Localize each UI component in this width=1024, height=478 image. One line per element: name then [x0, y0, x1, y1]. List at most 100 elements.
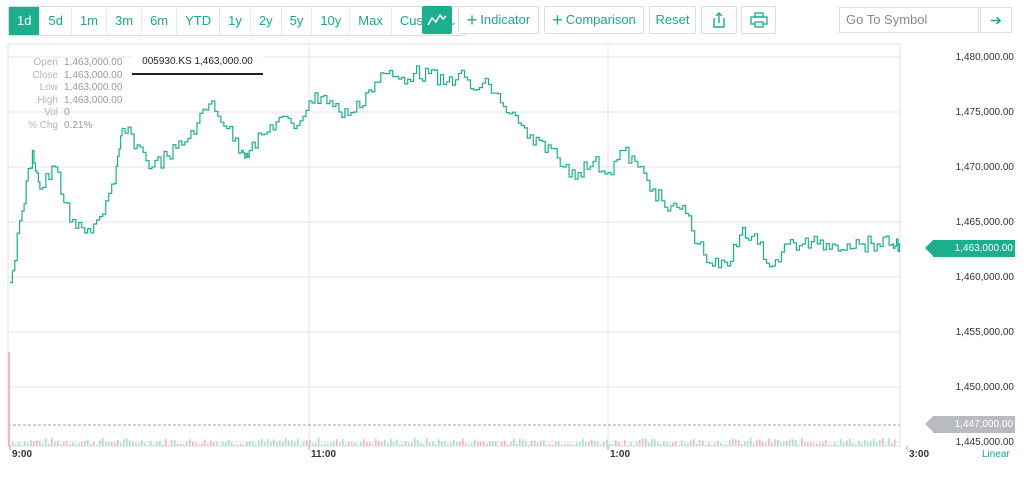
volume-bar [621, 444, 623, 446]
volume-bar [186, 441, 188, 446]
volume-bar [297, 438, 299, 446]
volume-bar [96, 444, 98, 446]
volume-bar [465, 443, 467, 446]
volume-bar [582, 438, 584, 446]
scale-toggle[interactable]: Linear [982, 449, 1010, 460]
range-2y-button[interactable]: 2y [251, 7, 282, 35]
volume-bar [645, 438, 647, 446]
volume-bar [588, 441, 590, 446]
volume-bar [495, 441, 497, 446]
volume-bar [342, 438, 344, 446]
volume-bar [144, 443, 146, 446]
volume-bar [678, 444, 680, 446]
volume-bar [396, 439, 398, 446]
volume-bar [372, 444, 374, 446]
volume-bar [111, 441, 113, 446]
volume-bar [246, 441, 248, 446]
volume-bar [729, 440, 731, 446]
print-button[interactable] [741, 6, 776, 34]
volume-bar [450, 442, 452, 446]
range-5y-button[interactable]: 5y [282, 7, 313, 35]
volume-bar [738, 440, 740, 446]
volume-bar [330, 442, 332, 446]
volume-bar [735, 438, 737, 446]
symbol-search-input[interactable]: Go To Symbol [839, 7, 979, 33]
volume-bar [204, 439, 206, 446]
volume-bar [555, 441, 557, 446]
volume-bar [282, 441, 284, 446]
volume-bar [531, 440, 533, 446]
change-label: % Chg [27, 119, 58, 131]
x-axis: 9:00 11:00 1:00 3:00 [9, 446, 929, 460]
volume-bar [627, 444, 629, 446]
volume-bar [375, 439, 377, 446]
range-5d-button[interactable]: 5d [40, 7, 72, 35]
volume-bar [42, 443, 44, 446]
volume-bar [12, 441, 14, 446]
volume-bar [852, 443, 854, 446]
volume-bar [324, 443, 326, 446]
volume-bar [309, 440, 311, 446]
volume-bar [420, 443, 422, 446]
reset-button[interactable]: Reset [649, 6, 696, 34]
indicator-button[interactable]: + Indicator [458, 6, 539, 34]
volume-bar [327, 443, 329, 446]
volume-bar [258, 440, 260, 446]
volume-bar [429, 442, 431, 446]
low-value: 1,463,000.00 [64, 82, 123, 94]
volume-bar [489, 441, 491, 446]
close-value: 1,463,000.00 [64, 69, 123, 81]
volume-bar [210, 440, 212, 446]
volume-bar [270, 441, 272, 446]
volume-bar [444, 440, 446, 446]
comparison-button[interactable]: + Comparison [544, 6, 644, 34]
chart-type-button[interactable] [422, 6, 452, 34]
range-3m-button[interactable]: 3m [107, 7, 143, 35]
volume-bar [453, 439, 455, 446]
volume-bar [675, 441, 677, 446]
volume-bar [744, 441, 746, 446]
volume-bar [27, 443, 29, 446]
volume-bar [192, 441, 194, 446]
volume-bar [351, 442, 353, 446]
range-6m-button[interactable]: 6m [142, 7, 178, 35]
volume-bar [792, 439, 794, 446]
volume-bar [864, 440, 866, 446]
volume-bar [591, 439, 593, 446]
go-button[interactable]: ➔ [980, 7, 1012, 33]
range-1y-button[interactable]: 1y [220, 7, 251, 35]
volume-bar [894, 439, 896, 446]
volume-bar [126, 438, 128, 446]
volume-bar [24, 440, 26, 446]
share-icon [713, 12, 725, 28]
volume-bar [705, 444, 707, 446]
range-ytd-button[interactable]: YTD [177, 7, 221, 35]
volume-bar [336, 439, 338, 446]
volume-bar [813, 443, 815, 446]
volume-bar [672, 442, 674, 446]
share-button[interactable] [701, 6, 737, 34]
volume-bar [402, 444, 404, 446]
volume-bar [594, 440, 596, 446]
volume-bar [687, 443, 689, 446]
volume-bar [39, 441, 41, 446]
volume-bar [585, 442, 587, 446]
volume-bar [786, 441, 788, 446]
volume-bar [198, 444, 200, 446]
volume-bar [708, 442, 710, 446]
volume-bar [804, 441, 806, 446]
range-1m-button[interactable]: 1m [72, 7, 107, 35]
range-max-button[interactable]: Max [350, 7, 392, 35]
range-10y-button[interactable]: 10y [312, 7, 351, 35]
range-1d-button[interactable]: 1d [9, 7, 41, 35]
volume-bar [549, 444, 551, 446]
change-value: 0.21% [64, 119, 93, 131]
volume-bar [561, 444, 563, 446]
volume-bar [180, 443, 182, 446]
volume-bar [414, 438, 416, 446]
volume-bar [876, 442, 878, 446]
volume-bar [81, 441, 83, 446]
volume-bar [858, 440, 860, 446]
toolbar: 1d 5d 1m 3m 6m YTD 1y 2y 5y 10y Max Cust… [0, 0, 1024, 40]
